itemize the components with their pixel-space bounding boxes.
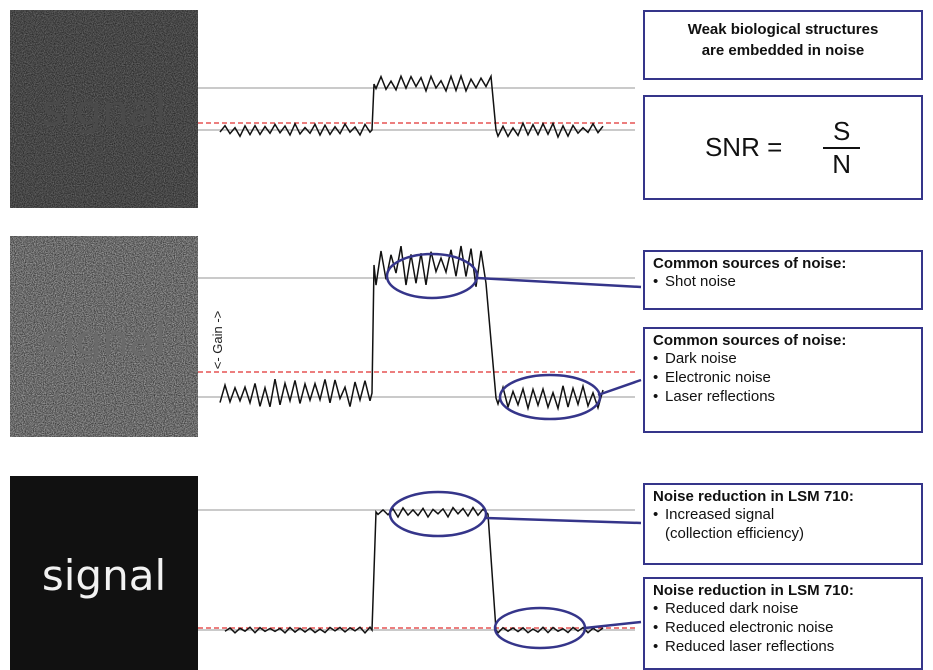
- intro-line: Weak biological structures: [653, 15, 913, 40]
- formula-left: SNR =: [705, 132, 782, 163]
- note-item: Reduced laser reflections: [653, 637, 913, 656]
- waveform: [220, 76, 603, 137]
- note-item: Dark noise: [653, 349, 913, 368]
- note-box: Noise reduction in LSM 710:Reduced dark …: [643, 577, 923, 670]
- note-item: Laser reflections: [653, 387, 913, 406]
- note-box: Common sources of noise:Dark noiseElectr…: [643, 327, 923, 433]
- connector: [598, 380, 641, 395]
- highlight-ellipse: [387, 254, 477, 298]
- note-item: Shot noise: [653, 272, 913, 291]
- intro-box: Weak biological structures are embedded …: [643, 10, 923, 80]
- waveform: [220, 246, 603, 408]
- waveforms: [198, 76, 641, 648]
- image-label: signal: [42, 551, 166, 600]
- formula: SNR = S N: [653, 100, 913, 195]
- note-item: (collection efficiency): [653, 524, 913, 543]
- note-box: Noise reduction in LSM 710:Increased sig…: [643, 483, 923, 565]
- numerator: S: [823, 116, 860, 149]
- note-title: Noise reduction in LSM 710:: [653, 582, 913, 599]
- note-item: Electronic noise: [653, 368, 913, 387]
- connector: [486, 518, 641, 523]
- denominator: N: [822, 149, 861, 180]
- note-item: Increased signal: [653, 505, 913, 524]
- waveform: [225, 508, 603, 633]
- connector: [585, 622, 641, 628]
- note-box: Common sources of noise:Shot noise: [643, 250, 923, 310]
- page: {"panels": [ {"image_label": "signal"}, …: [0, 0, 933, 670]
- intro-line: are embedded in noise: [653, 40, 913, 61]
- note-title: Noise reduction in LSM 710:: [653, 488, 913, 505]
- connector: [477, 278, 641, 287]
- note-title: Common sources of noise:: [653, 332, 913, 349]
- note-item: Reduced dark noise: [653, 599, 913, 618]
- note-title: Common sources of noise:: [653, 255, 913, 272]
- fraction: S N: [822, 116, 861, 180]
- formula-box: SNR = S N: [643, 95, 923, 200]
- gain-label: <- Gain ->: [210, 311, 225, 370]
- note-item: Reduced electronic noise: [653, 618, 913, 637]
- image-label: signal: [42, 316, 166, 365]
- image-label: signal: [42, 86, 166, 135]
